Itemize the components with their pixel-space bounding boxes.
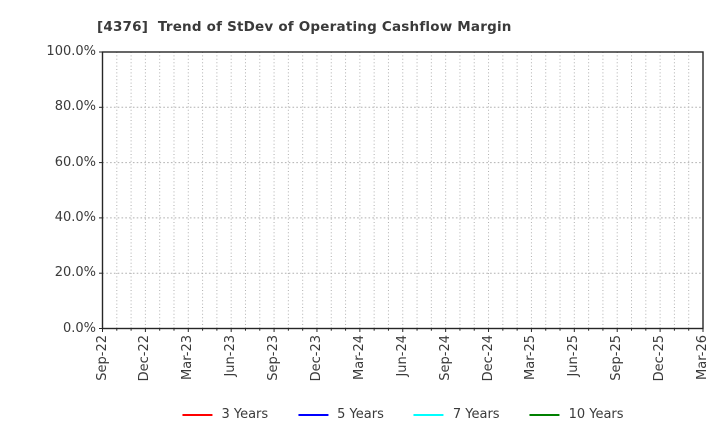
legend-item: 7 Years <box>413 407 500 422</box>
legend-line-swatch <box>298 413 329 416</box>
x-tick-label: Sep-25 <box>609 335 625 381</box>
x-tick-label: Sep-23 <box>266 335 282 381</box>
x-tick-label: Dec-22 <box>137 335 153 382</box>
x-tick-label: Mar-26 <box>695 335 710 380</box>
y-tick-label: 0.0% <box>62 320 96 336</box>
legend: 3 Years 5 Years 7 Years 10 Years <box>182 407 624 422</box>
x-tick-label: Sep-22 <box>94 335 110 381</box>
x-tick-label: Jun-23 <box>223 335 239 377</box>
legend-line-swatch <box>182 413 213 416</box>
y-tick-label: 80.0% <box>54 99 96 115</box>
legend-label: 10 Years <box>568 407 624 422</box>
plot-frame <box>101 51 704 330</box>
legend-label: 7 Years <box>452 407 500 422</box>
legend-label: 3 Years <box>221 407 269 422</box>
legend-item: 3 Years <box>182 407 268 422</box>
legend-line-swatch <box>529 413 560 416</box>
x-tick-label: Dec-23 <box>308 335 324 382</box>
x-tick-label: Mar-25 <box>523 335 539 380</box>
legend-item: 5 Years <box>298 407 384 422</box>
legend-item: 10 Years <box>529 407 624 422</box>
y-tick-label: 60.0% <box>54 154 96 170</box>
x-tick-label: Jun-24 <box>394 335 410 377</box>
grid-lines <box>102 52 703 329</box>
axis-ticks <box>99 51 704 332</box>
x-tick-label: Dec-25 <box>652 335 668 382</box>
y-tick-label: 20.0% <box>54 265 96 281</box>
x-tick-label: Mar-23 <box>180 335 196 380</box>
y-tick-label: 100.0% <box>46 44 96 59</box>
x-tick-label: Jun-25 <box>566 335 582 377</box>
legend-line-swatch <box>413 413 444 416</box>
y-tick-label: 40.0% <box>54 209 96 225</box>
x-tick-label: Sep-24 <box>437 335 453 381</box>
x-tick-label: Mar-24 <box>351 335 367 380</box>
chart-title: [4376] Trend of StDev of Operating Cashf… <box>97 19 512 35</box>
x-tick-label: Dec-24 <box>480 335 496 382</box>
legend-label: 5 Years <box>337 407 384 422</box>
